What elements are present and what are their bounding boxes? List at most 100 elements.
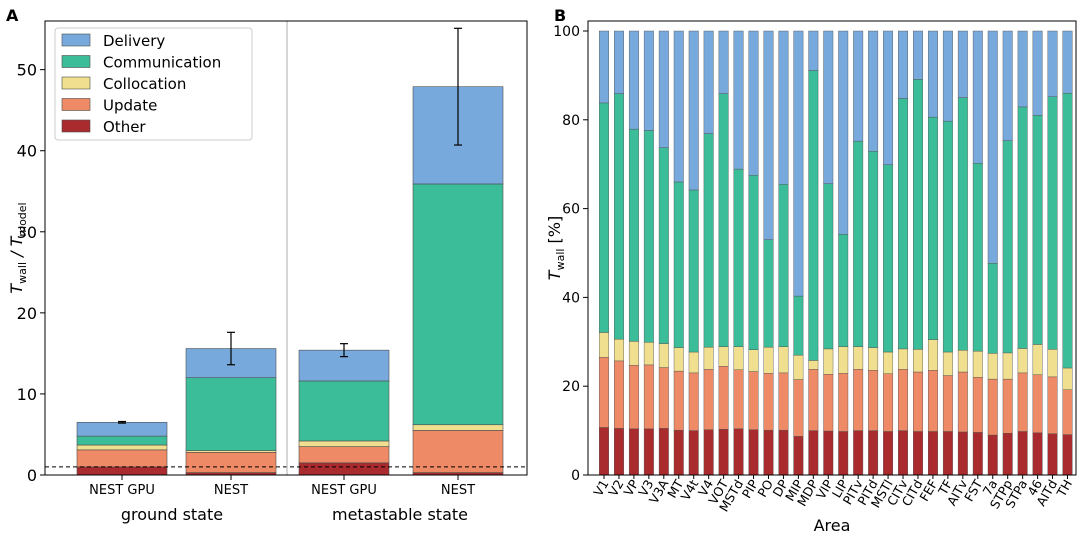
panel-b-bar-communication [927, 116, 938, 340]
panel-b-bar-other [808, 430, 819, 476]
panel-b-bar-other [1062, 434, 1073, 476]
panel-b-bar-delivery [868, 30, 879, 152]
panel-b-ylabel-unit: [%] [545, 216, 564, 249]
panel-b-bar-delivery [703, 30, 714, 134]
panel-b-bar-communication [793, 295, 804, 356]
panel-b-bar-delivery [823, 30, 834, 184]
panel-b-bar-update [703, 369, 714, 430]
panel-a-errorbar-layer [118, 27, 462, 424]
panel-b-bar-collocation [793, 354, 804, 380]
legend-swatch-communication [61, 55, 91, 68]
panel-b-bar-update [673, 370, 684, 431]
legend-label-delivery: Delivery [103, 32, 165, 50]
panel-b-bar-delivery [838, 30, 849, 235]
panel-b-bar-update [1017, 372, 1028, 432]
panel-b-bar-update [748, 371, 759, 430]
panel-b-bar-communication [987, 263, 998, 354]
panel-a-ylabel-sub2: model [16, 202, 29, 236]
panel-b-bar-update [688, 372, 699, 431]
panel-a-bar-other [76, 466, 168, 476]
panel-b-bar-other [658, 428, 669, 476]
panel-a-bar-communication [412, 183, 504, 426]
panel-b-bar-collocation [1047, 349, 1058, 378]
panel-b-bar-collocation [883, 351, 894, 374]
legend-label-collocation: Collocation [103, 75, 186, 93]
panel-b-ytick-label: 100 [553, 24, 580, 40]
panel-b-bar-update [599, 357, 609, 428]
panel-b-ytick-label: 60 [562, 202, 580, 218]
panel-b-bar-update [868, 370, 879, 431]
legend-swatch-update [61, 98, 91, 111]
panel-b-ytick-label: 20 [562, 379, 580, 395]
panel-a-chart: 0 10 20 30 40 50 NEST GPU NEST NEST GPU NEST gro… [7, 20, 528, 524]
panel-b-bar-other [628, 428, 639, 476]
panel-b-chart: 0 20 40 60 80 100 V1V2VPV3V3AMTV4tV4VOTMSTdPI… [545, 20, 1077, 535]
panel-b-bar-communication [658, 147, 669, 344]
panel-letter-b: B [554, 6, 566, 25]
panel-b-bar-collocation [614, 338, 624, 362]
panel-b-bar-update [614, 360, 624, 429]
panel-b-bar-communication [808, 70, 819, 361]
group-label-ground-state: ground state [121, 505, 223, 524]
panel-b-bar-delivery [927, 30, 938, 118]
panel-b-bar-update [1062, 389, 1073, 435]
legend-swatch-delivery [61, 33, 91, 47]
panel-b-xtick-label: 46 [1024, 477, 1045, 498]
panel-a-ytick-label: 10 [17, 385, 37, 404]
panel-b-bar-communication [688, 189, 699, 353]
panel-b-bar-delivery [1002, 30, 1013, 141]
group-label-metastable-state: metastable state [332, 505, 468, 524]
panel-b-xtick-label: V3 [635, 477, 656, 499]
panel-b-bar-delivery [1047, 30, 1058, 97]
panel-b-bar-update [927, 370, 938, 432]
panel-b-bar-update [718, 366, 729, 430]
panel-a-xtick-label: NEST GPU [89, 483, 155, 498]
panel-b-bar-other [778, 429, 789, 476]
panel-b-bar-delivery [1032, 30, 1043, 116]
panel-b-bar-collocation [658, 343, 669, 368]
panel-b-bar-delivery [778, 30, 789, 185]
panel-b-bar-communication [913, 79, 923, 350]
panel-a-ytick-label: 30 [17, 223, 37, 242]
panel-b-bar-update [957, 371, 968, 433]
panel-b-bar-communication [1032, 115, 1043, 345]
panel-b-bar-collocation [868, 347, 879, 371]
panel-b-ytick-layer: 0 20 40 60 80 100 [553, 24, 588, 484]
panel-a-ylabel-div: / T [7, 235, 26, 262]
panel-b-bar-delivery [733, 30, 744, 170]
panel-b-bar-collocation [1062, 367, 1073, 390]
panel-b-bar-communication [1002, 140, 1013, 354]
panel-b-bar-delivery [718, 30, 729, 94]
panel-b-bar-communication [614, 93, 624, 340]
panel-b-bar-update [733, 369, 744, 430]
panel-b-bar-communication [868, 151, 879, 348]
panel-b-bar-collocation [1017, 348, 1028, 374]
panel-b-bar-update [793, 379, 804, 437]
panel-b-bar-communication [673, 181, 684, 348]
panel-a-y-axis-label: Twall / Tmodel [7, 202, 29, 293]
panel-a-xtick-label: NEST [441, 483, 475, 498]
panel-b-bar-update [763, 373, 774, 431]
panel-b-bar-delivery [643, 30, 654, 131]
panel-letter-a: A [6, 6, 19, 25]
panel-b-bar-communication [599, 102, 609, 333]
panel-b-bar-communication [942, 120, 953, 353]
panel-b-bar-delivery [763, 30, 774, 240]
panel-b-bar-other [838, 431, 849, 476]
panel-b-xtick-label: 7a [980, 477, 1001, 498]
panel-a-ylabel-sub1: wall [16, 262, 29, 284]
panel-b-bar-communication [718, 93, 729, 347]
panel-b-bar-collocation [808, 360, 819, 370]
panel-b-frame [587, 20, 1077, 476]
panel-a-ytick-label: 0 [27, 466, 37, 485]
panel-b-bar-delivery [913, 30, 923, 80]
panel-b-bar-collocation [628, 341, 639, 366]
panel-a-bar-collocation [76, 444, 168, 451]
panel-a-bar-communication [76, 435, 168, 446]
panel-b-bar-other [987, 434, 998, 476]
panel-b-bar-communication [957, 97, 968, 351]
panel-b-bar-delivery [972, 30, 983, 164]
panel-b-bar-other [898, 430, 908, 476]
panel-b-bar-collocation [778, 346, 789, 374]
